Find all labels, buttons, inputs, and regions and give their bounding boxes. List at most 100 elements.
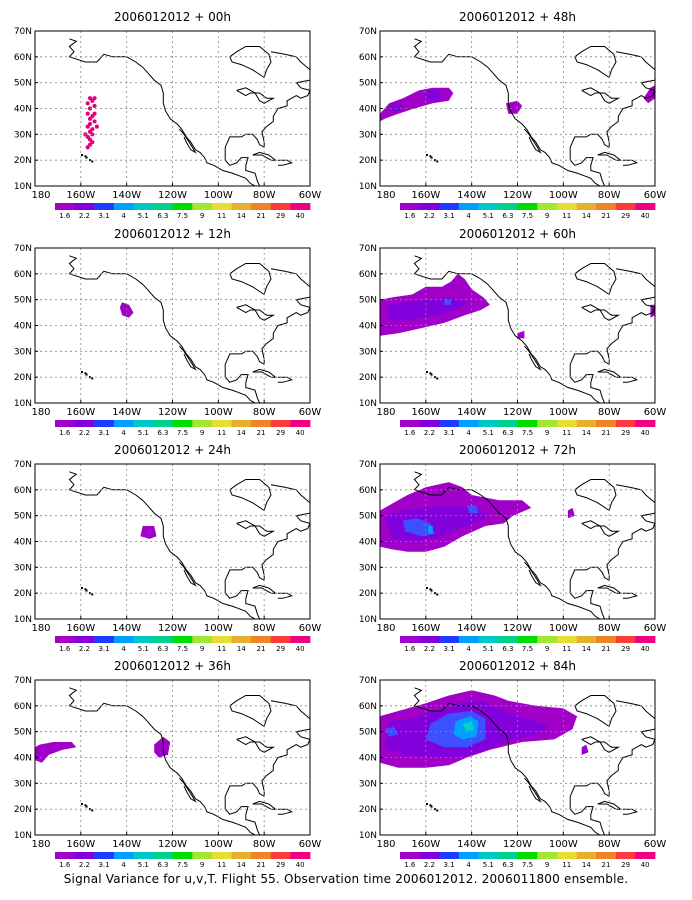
coastline [574,263,617,296]
lat-tick-label: 20N [359,156,377,166]
colorbar-swatch [498,420,519,427]
lon-tick-label: 60W [299,623,322,634]
colorbar-swatch [192,203,213,210]
colorbar-swatch [211,203,232,210]
colorbar-swatch [94,852,115,859]
lat-tick-label: 50N [14,512,32,522]
panel-title: 2006012012 + 60h [459,227,576,241]
colorbar-swatch [419,636,440,643]
colorbar-swatch [251,852,272,859]
lat-tick-label: 20N [359,373,377,383]
colorbar-label: 40 [641,861,650,869]
island [84,804,87,807]
map-panel-36h: 2006012012 + 36h 10N 20N 30N 40N 50N 60N 70N 180… [14,659,322,869]
coastline [413,38,605,186]
lat-tick-label: 50N [14,296,32,306]
lon-tick-label: 60W [644,623,667,634]
colorbar-swatch [615,420,636,427]
observation-point [85,101,90,106]
colorbar-label: 21 [602,429,611,437]
lat-tick-label: 10N [359,399,377,409]
colorbar-label: 29 [621,429,630,437]
colorbar-swatch [55,203,76,210]
lat-tick-label: 40N [14,538,32,548]
lat-tick-label: 20N [14,589,32,599]
lat-tick-label: 40N [14,105,32,115]
colorbar-swatch [290,852,311,859]
colorbar-label: 14 [582,212,591,220]
colorbar-label: 3.1 [443,429,454,437]
colorbar-swatch [400,636,421,643]
variance-contour [380,87,454,122]
colorbar-swatch [458,420,479,427]
lat-tick-label: 20N [14,805,32,815]
lat-tick-label: 60N [14,53,32,63]
lon-tick-label: 120W [503,623,532,634]
colorbar-label: 21 [602,212,611,220]
lon-tick-label: 160W [411,623,440,634]
variance-contour [402,518,435,537]
lat-tick-label: 70N [14,27,32,37]
lon-tick-label: 120W [158,623,187,634]
colorbar-label: 1.6 [59,212,71,220]
colorbar-swatch [419,852,440,859]
colorbar-swatch [576,203,597,210]
colorbar-swatch [153,636,174,643]
lon-tick-label: 80W [253,839,276,850]
colorbar-swatch [113,852,134,859]
panel-title: 2006012012 + 24h [114,443,231,457]
colorbar-label: 40 [296,429,305,437]
lon-tick-label: 100W [204,407,233,418]
colorbar-label: 1.6 [59,861,71,869]
colorbar-swatch [94,203,115,210]
coastline [179,777,197,803]
colorbar-swatch [55,420,76,427]
lat-tick-label: 30N [14,130,32,140]
coastline [229,263,272,296]
lat-tick-label: 10N [14,182,32,192]
colorbar-label: 6.3 [157,212,168,220]
lon-tick-label: 80W [253,623,276,634]
coastline [224,484,310,619]
colorbar-swatch [251,203,272,210]
colorbar-swatch [94,420,115,427]
colorbar-label: 3.1 [98,645,109,653]
island [84,155,87,158]
coastline [236,520,276,537]
colorbar-swatch [576,420,597,427]
lon-tick-label: 120W [503,839,532,850]
lon-tick-label: 60W [644,407,667,418]
colorbar-label: 4 [466,212,471,220]
lon-tick-label: 100W [549,407,578,418]
colorbar-swatch [153,203,174,210]
colorbar-swatch [458,852,479,859]
lon-tick-label: 160W [66,623,95,634]
colorbar-swatch [635,636,656,643]
colorbar-swatch [498,852,519,859]
coastline [224,268,310,403]
coastline [277,808,294,815]
lat-tick-label: 10N [359,182,377,192]
colorbar-label: 29 [621,861,630,869]
colorbar-swatch [153,852,174,859]
colorbar-swatch [400,203,421,210]
variance-contour [517,330,525,339]
colorbar-label: 1.6 [59,429,71,437]
observation-point [85,145,90,150]
colorbar-label: 40 [641,429,650,437]
variance-contour [581,744,589,755]
colorbar-label: 11 [217,212,226,220]
panel-title: 2006012012 + 36h [114,659,231,673]
lat-tick-label: 70N [359,27,377,37]
colorbar-swatch [231,203,252,210]
colorbar-swatch [290,636,311,643]
lon-tick-label: 140W [112,190,141,201]
lon-tick-label: 140W [457,190,486,201]
colorbar-label: 5.1 [483,429,494,437]
coastline [68,471,260,619]
lon-tick-label: 160W [411,839,440,850]
lon-tick-label: 180 [31,190,50,201]
colorbar-label: 21 [602,861,611,869]
island [85,589,88,592]
lon-tick-label: 80W [598,190,621,201]
